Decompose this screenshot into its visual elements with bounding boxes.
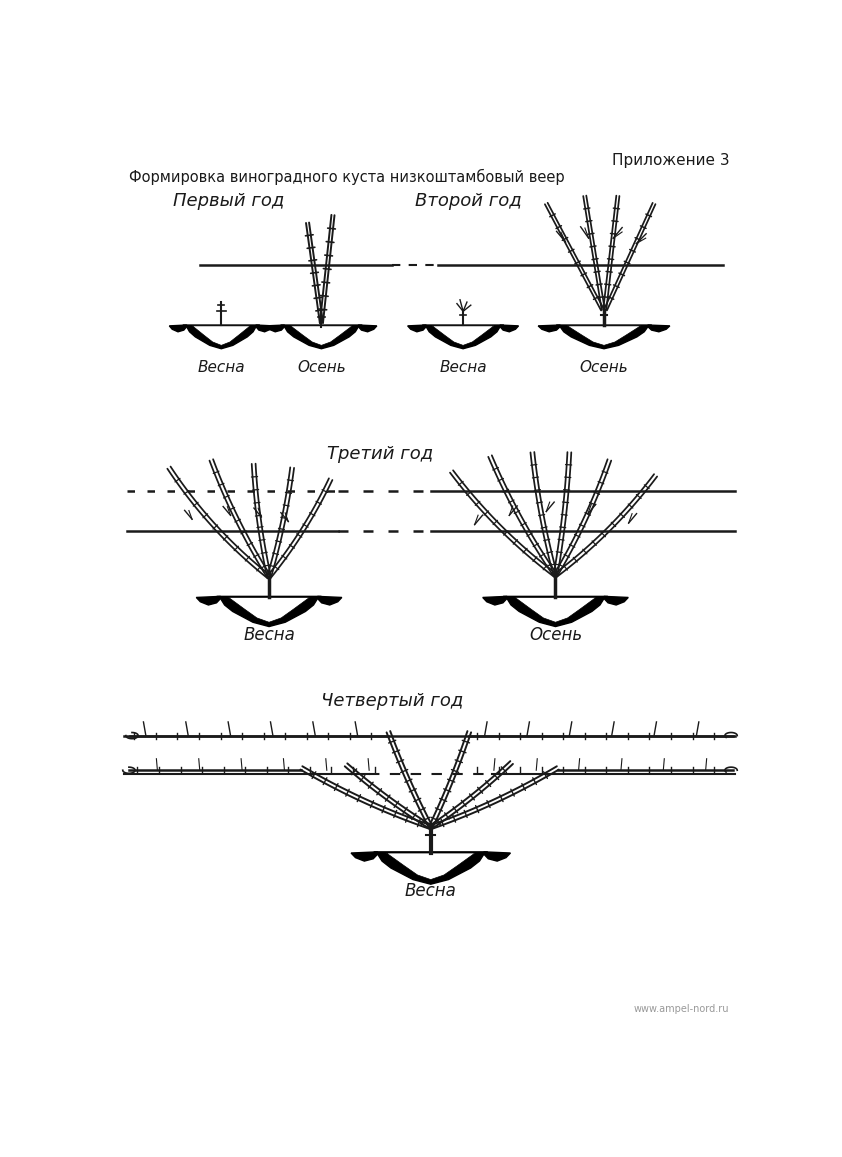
Polygon shape <box>484 852 510 861</box>
Polygon shape <box>408 325 426 332</box>
Polygon shape <box>647 325 670 332</box>
Polygon shape <box>557 325 652 348</box>
Polygon shape <box>290 326 352 345</box>
Polygon shape <box>432 326 494 345</box>
Text: Весна: Весна <box>243 626 295 644</box>
Polygon shape <box>317 596 342 605</box>
Polygon shape <box>538 325 560 332</box>
Polygon shape <box>196 596 221 605</box>
Text: Третий год: Третий год <box>327 444 433 463</box>
Text: Приложение 3: Приложение 3 <box>612 154 729 169</box>
Text: Первый год: Первый год <box>173 192 285 209</box>
Polygon shape <box>515 597 596 622</box>
Text: Осень: Осень <box>297 360 346 375</box>
Polygon shape <box>359 325 377 332</box>
Text: Осень: Осень <box>579 360 628 375</box>
Polygon shape <box>266 325 285 332</box>
Text: Четвертый год: Четвертый год <box>322 693 464 710</box>
Text: www.ampel-nord.ru: www.ampel-nord.ru <box>634 1004 729 1015</box>
Polygon shape <box>193 326 250 345</box>
Polygon shape <box>482 596 507 605</box>
Polygon shape <box>256 325 274 332</box>
Text: Второй год: Второй год <box>415 192 522 209</box>
Polygon shape <box>216 596 322 627</box>
Text: Весна: Весна <box>440 360 487 375</box>
Polygon shape <box>568 326 641 345</box>
Polygon shape <box>423 325 504 348</box>
Polygon shape <box>351 852 377 861</box>
Polygon shape <box>504 596 608 627</box>
Polygon shape <box>500 325 519 332</box>
Polygon shape <box>374 852 488 884</box>
Text: Формировка виноградного куста низкоштамбовый веер: Формировка виноградного куста низкоштамб… <box>129 169 564 185</box>
Polygon shape <box>280 325 362 348</box>
Polygon shape <box>169 325 187 332</box>
Text: Весна: Весна <box>198 360 245 375</box>
Polygon shape <box>183 325 260 348</box>
Polygon shape <box>229 597 310 622</box>
Polygon shape <box>604 596 628 605</box>
Text: Осень: Осень <box>529 626 582 644</box>
Polygon shape <box>386 853 475 879</box>
Text: Весна: Весна <box>405 882 456 900</box>
